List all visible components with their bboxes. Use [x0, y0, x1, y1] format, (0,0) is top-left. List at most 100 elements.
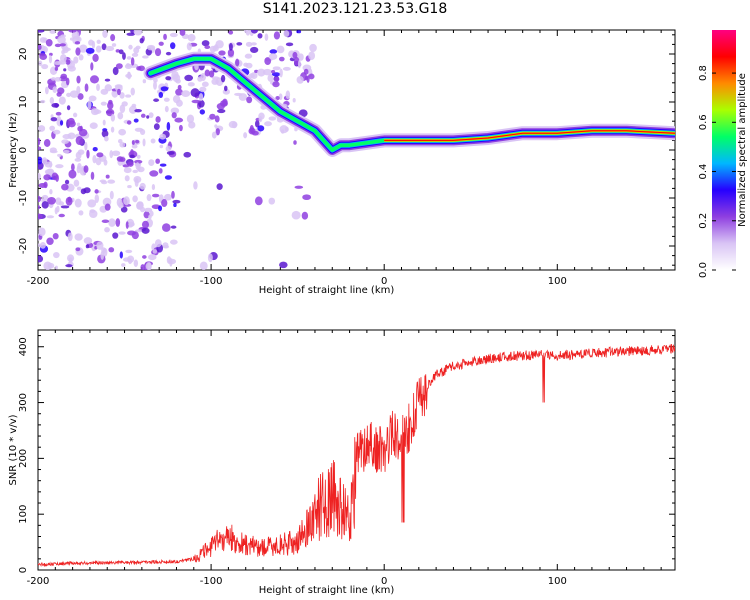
- noise-blob: [243, 132, 248, 139]
- y-axis-label: SNR (10 * v/v): [8, 414, 19, 485]
- noise-blob: [244, 53, 253, 59]
- noise-blob: [38, 156, 43, 165]
- noise-blob: [245, 62, 253, 69]
- noise-blob: [283, 30, 290, 38]
- noise-blob: [228, 42, 233, 51]
- noise-blob: [296, 30, 302, 34]
- noise-blob: [87, 100, 92, 110]
- colorbar-tick-label: 0.8: [698, 65, 709, 81]
- noise-blob: [53, 251, 60, 259]
- noise-blob: [235, 58, 240, 67]
- noise-blob: [128, 221, 135, 227]
- noise-blob: [198, 93, 204, 102]
- noise-blob: [71, 30, 80, 40]
- noise-blob: [138, 65, 145, 72]
- noise-blob: [169, 32, 178, 38]
- noise-blob: [215, 128, 220, 136]
- noise-blob: [49, 189, 53, 195]
- noise-blob: [92, 147, 98, 152]
- colorbar-tick-label: 0.2: [698, 213, 709, 229]
- noise-blob: [105, 46, 115, 52]
- noise-blob: [119, 92, 125, 99]
- noise-blob: [149, 170, 159, 177]
- noise-blob: [96, 39, 101, 45]
- noise-blob: [125, 94, 132, 98]
- noise-blob: [170, 42, 176, 50]
- noise-blob: [174, 117, 184, 123]
- noise-blob: [76, 75, 81, 84]
- chart-title: S141.2023.121.23.53.G18: [262, 1, 448, 17]
- noise-blob: [38, 30, 45, 33]
- noise-blob: [57, 35, 66, 44]
- noise-blob: [254, 120, 260, 128]
- noise-blob: [68, 257, 73, 263]
- noise-blob: [61, 139, 69, 144]
- noise-blob: [271, 72, 281, 77]
- noise-blob: [95, 157, 102, 166]
- x-tick-label: 0: [381, 276, 387, 287]
- noise-blob: [104, 135, 109, 142]
- snr-layer: [38, 344, 675, 568]
- noise-blob: [59, 120, 64, 126]
- noise-blob: [273, 76, 280, 82]
- noise-blob: [38, 125, 46, 132]
- noise-blob: [69, 37, 74, 41]
- noise-blob: [140, 264, 145, 270]
- noise-blob: [190, 88, 200, 98]
- noise-blob: [55, 174, 59, 182]
- noise-blob: [118, 231, 126, 235]
- noise-blob: [38, 205, 41, 210]
- noise-blob: [204, 45, 211, 50]
- noise-blob: [125, 221, 129, 229]
- noise-blob: [276, 45, 285, 54]
- noise-blob: [308, 73, 315, 80]
- noise-blob: [43, 174, 51, 181]
- noise-blob: [54, 265, 58, 270]
- noise-blob: [123, 167, 132, 174]
- noise-blob: [114, 84, 123, 89]
- noise-blob: [101, 219, 110, 224]
- colorbar-label: Normalized spectral amplitude: [737, 73, 748, 227]
- noise-blob: [171, 70, 179, 80]
- noise-blob: [309, 43, 317, 53]
- noise-blob: [74, 41, 81, 45]
- y-axis-label: Frequency (Hz): [8, 112, 19, 188]
- noise-blob: [292, 51, 298, 59]
- noise-blob: [254, 196, 263, 206]
- noise-blob: [68, 169, 77, 179]
- noise-blob: [214, 124, 218, 128]
- noise-blob: [130, 87, 135, 96]
- noise-blob: [38, 172, 41, 180]
- noise-blob: [139, 129, 146, 135]
- x-tick-label: 100: [548, 276, 567, 287]
- noise-blob: [77, 149, 85, 155]
- noise-blob: [57, 87, 65, 95]
- noise-blob: [201, 40, 210, 47]
- noise-blob: [95, 45, 102, 53]
- noise-blob: [246, 96, 253, 104]
- noise-blob: [223, 85, 228, 92]
- noise-blob: [217, 108, 226, 114]
- noise-blob: [75, 47, 81, 56]
- noise-blob: [44, 86, 49, 95]
- noise-blob: [178, 124, 183, 132]
- y-tick-label: -10: [18, 190, 29, 206]
- noise-blob: [110, 126, 115, 133]
- noise-blob: [115, 218, 121, 227]
- noise-blob: [86, 149, 90, 159]
- noise-blob: [56, 205, 60, 213]
- noise-blob: [65, 196, 73, 206]
- noise-blob: [222, 98, 228, 107]
- noise-blob: [48, 160, 53, 168]
- noise-blob: [96, 241, 104, 250]
- noise-blob: [199, 261, 208, 270]
- noise-blob: [89, 122, 98, 130]
- noise-blob: [154, 48, 162, 57]
- noise-blob: [165, 51, 172, 56]
- noise-blob: [279, 261, 288, 269]
- noise-blob: [55, 111, 62, 116]
- noise-blob: [131, 231, 139, 240]
- noise-blob: [209, 113, 216, 120]
- noise-blob: [96, 152, 104, 158]
- noise-blob: [48, 55, 53, 64]
